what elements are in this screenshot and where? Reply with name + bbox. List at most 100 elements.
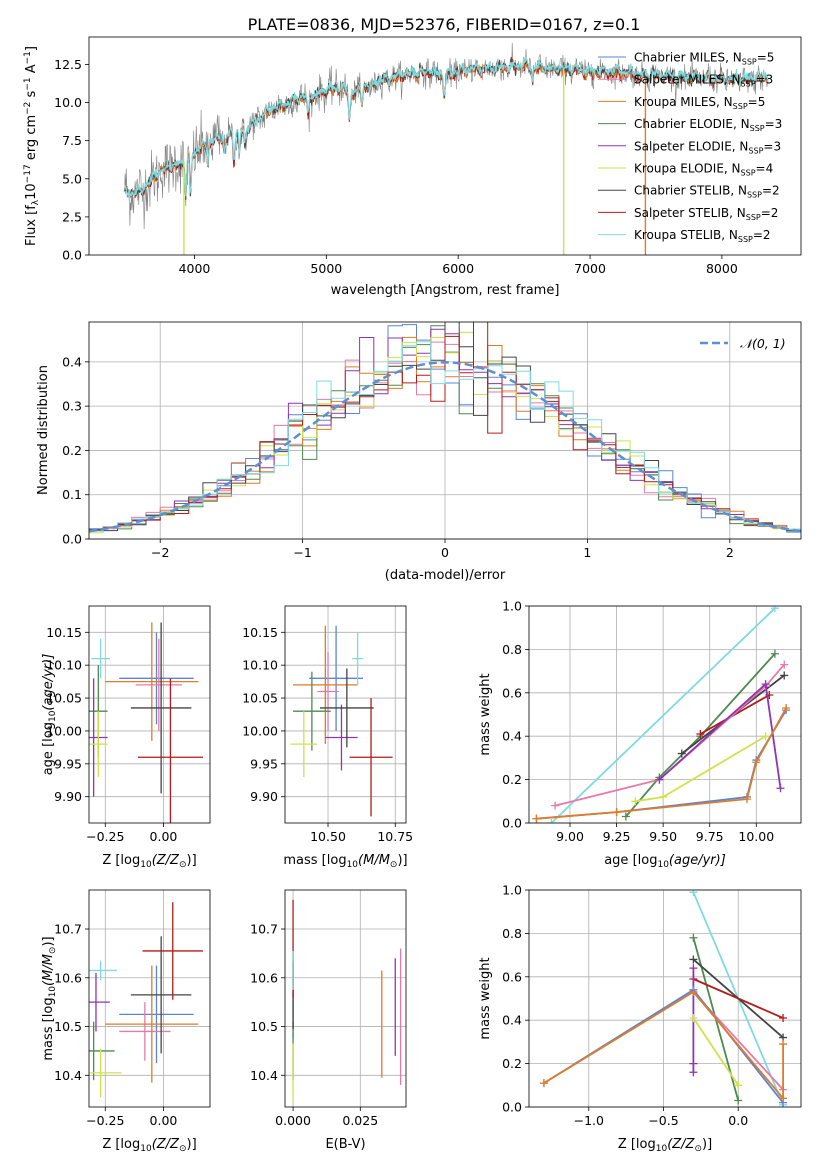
y-tick-label: 5.0 bbox=[62, 171, 82, 186]
y-tick-label: 0.4 bbox=[502, 1013, 522, 1028]
y-axis-label: mass weight bbox=[478, 673, 493, 755]
y-axis-label: age [log10(age/yr)] bbox=[41, 654, 58, 776]
mass-weight-marker bbox=[677, 749, 686, 758]
x-tick-label: 9.50 bbox=[649, 829, 677, 844]
x-tick-label: 9.25 bbox=[603, 829, 631, 844]
y-axis-label-part: s bbox=[24, 90, 39, 101]
legend-label-text: =5 bbox=[748, 95, 766, 109]
y-tick-label: 10.10 bbox=[46, 658, 82, 673]
y-tick-label: 9.95 bbox=[250, 756, 278, 771]
x-axis-label: Z [log10(Z/Z⊙)] bbox=[102, 1137, 196, 1154]
mass-weight-series-line bbox=[692, 1017, 739, 1086]
x-tick-label: −1 bbox=[293, 545, 311, 560]
y-axis-label-part: age [log bbox=[41, 722, 56, 775]
mass-weight-marker bbox=[780, 660, 789, 669]
y-tick-label: 9.90 bbox=[54, 789, 82, 804]
legend-label-text: Chabrier ELODIE, N bbox=[634, 117, 750, 131]
mass-weight-marker bbox=[780, 671, 789, 680]
mass-weight-marker bbox=[734, 1096, 743, 1105]
y-axis-label: Flux [fλ10−17 erg cm−2 s−1 A−1] bbox=[23, 46, 41, 246]
legend-label-sub: SSP bbox=[742, 58, 757, 67]
mass-weight-marker bbox=[779, 1094, 788, 1103]
model-spectrum-line bbox=[124, 57, 769, 202]
plot-background bbox=[89, 890, 210, 1107]
x-tick-label: −0.25 bbox=[86, 1113, 124, 1128]
x-axis-label-sub: 10 bbox=[347, 860, 359, 870]
massweight-vs-age-plot: 9.00 9.25 9.50 9.75 10.00 0.0 0.2 0.4 0.6 0.8 1.0 a… bbox=[478, 599, 802, 870]
legend-label: Kroupa ELODIE, NSSP=4 bbox=[634, 162, 773, 178]
x-axis-label-part: (Z/Z bbox=[152, 853, 180, 868]
mass-weight-series-line bbox=[693, 978, 784, 1019]
legend-label: Salpeter STELIB, NSSP=2 bbox=[634, 206, 778, 222]
x-tick-label: 6000 bbox=[442, 261, 474, 276]
mass-weight-marker bbox=[734, 1081, 743, 1090]
x-axis-label-sub: ⊙ bbox=[179, 860, 187, 870]
y-axis-label-part: (M/M bbox=[41, 954, 56, 986]
y-tick-label: 10.6 bbox=[54, 970, 82, 985]
y-tick-label: 10.15 bbox=[46, 625, 82, 640]
x-tick-label: 0.025 bbox=[342, 1113, 378, 1128]
x-axis-label-part: Z [log bbox=[102, 853, 140, 868]
mass-weight-marker bbox=[689, 890, 698, 897]
x-tick-label: 10.75 bbox=[377, 829, 413, 844]
residual-histogram-plot: −2 −1 0 1 2 0.0 0.1 0.2 0.3 0.4 (data-model)/error… bbox=[36, 321, 802, 583]
x-axis-label: mass [log10(M/M⊙)] bbox=[283, 853, 407, 870]
y-tick-label: 1.0 bbox=[502, 599, 522, 614]
mass-weight-marker bbox=[761, 732, 770, 741]
legend-label: Chabrier MILES, NSSP=5 bbox=[634, 51, 774, 67]
y-tick-label: 0.4 bbox=[502, 729, 522, 744]
legend-label-sub: SSP bbox=[741, 80, 756, 89]
x-tick-label: 9.00 bbox=[556, 829, 584, 844]
legend-label: Kroupa MILES, NSSP=5 bbox=[634, 95, 765, 111]
mass-weight-marker bbox=[779, 1040, 788, 1049]
figure-title: PLATE=0836, MJD=52376, FIBERID=0167, z=0… bbox=[248, 15, 641, 34]
y-tick-label: 0.1 bbox=[62, 487, 82, 502]
x-axis-label-part: )] bbox=[187, 1137, 197, 1152]
mass-weight-marker bbox=[782, 703, 791, 712]
legend-label-text: Chabrier STELIB, N bbox=[634, 184, 747, 198]
y-tick-label: 10.0 bbox=[54, 95, 82, 110]
y-tick-label: 0.2 bbox=[502, 772, 522, 787]
x-axis-label-sub: ⊙ bbox=[179, 1144, 187, 1154]
x-axis-label-part: )] bbox=[397, 853, 407, 868]
legend-label: Kroupa STELIB, NSSP=2 bbox=[634, 228, 771, 244]
legend-label-text: Kroupa ELODIE, N bbox=[634, 162, 741, 176]
y-tick-label: 12.5 bbox=[54, 57, 82, 72]
x-tick-label: −1.0 bbox=[574, 1113, 604, 1128]
mass-weight-marker bbox=[689, 1059, 698, 1068]
y-axis-label-exp: −1 bbox=[23, 51, 33, 64]
x-axis-label-part: mass [log bbox=[283, 853, 346, 868]
plot-frame bbox=[88, 321, 802, 540]
y-axis-label-part: erg cm bbox=[24, 115, 39, 164]
x-axis-label-sub: 10 bbox=[140, 860, 152, 870]
mass-weight-marker bbox=[547, 819, 556, 823]
x-tick-label: 7000 bbox=[574, 261, 606, 276]
y-tick-label: 0.6 bbox=[502, 685, 522, 700]
legend-label-text: Chabrier MILES, N bbox=[634, 51, 742, 65]
gaussian-reference-line bbox=[89, 361, 801, 533]
x-tick-label: 10.50 bbox=[310, 829, 346, 844]
x-tick-label: −2 bbox=[151, 545, 169, 560]
mass-weight-marker bbox=[532, 814, 541, 823]
y-axis-label-part: 10 bbox=[24, 183, 39, 200]
x-axis-label-part: Z [log bbox=[102, 1137, 140, 1152]
plot-frame bbox=[528, 889, 802, 1108]
y-tick-label: 0.0 bbox=[62, 532, 82, 547]
plot-background bbox=[285, 890, 406, 1107]
plot-area bbox=[124, 42, 769, 255]
legend-label-text: =3 bbox=[756, 73, 774, 87]
x-axis-label-part: (age/yr)] bbox=[669, 853, 726, 868]
age-vs-mass-plot: 10.50 10.75 9.90 9.95 10.00 10.05 10.10 10.15 ma… bbox=[242, 605, 413, 870]
y-tick-label: 0.3 bbox=[62, 399, 82, 414]
legend-label: 𝒩(0, 1) bbox=[740, 336, 786, 351]
mass-weight-marker bbox=[752, 758, 761, 767]
legend-label-text: =4 bbox=[756, 162, 774, 176]
legend-label-sub: SSP bbox=[738, 235, 753, 244]
legend-label: Salpeter MILES, NSSP=3 bbox=[634, 73, 773, 89]
y-tick-label: 0.2 bbox=[502, 1056, 522, 1071]
x-axis-label-part: age [log bbox=[604, 853, 657, 868]
x-axis-label: Z [log10(Z/Z⊙)] bbox=[618, 1137, 712, 1154]
y-axis-label-part: mass [log bbox=[41, 997, 56, 1060]
y-tick-label: 7.5 bbox=[62, 133, 82, 148]
